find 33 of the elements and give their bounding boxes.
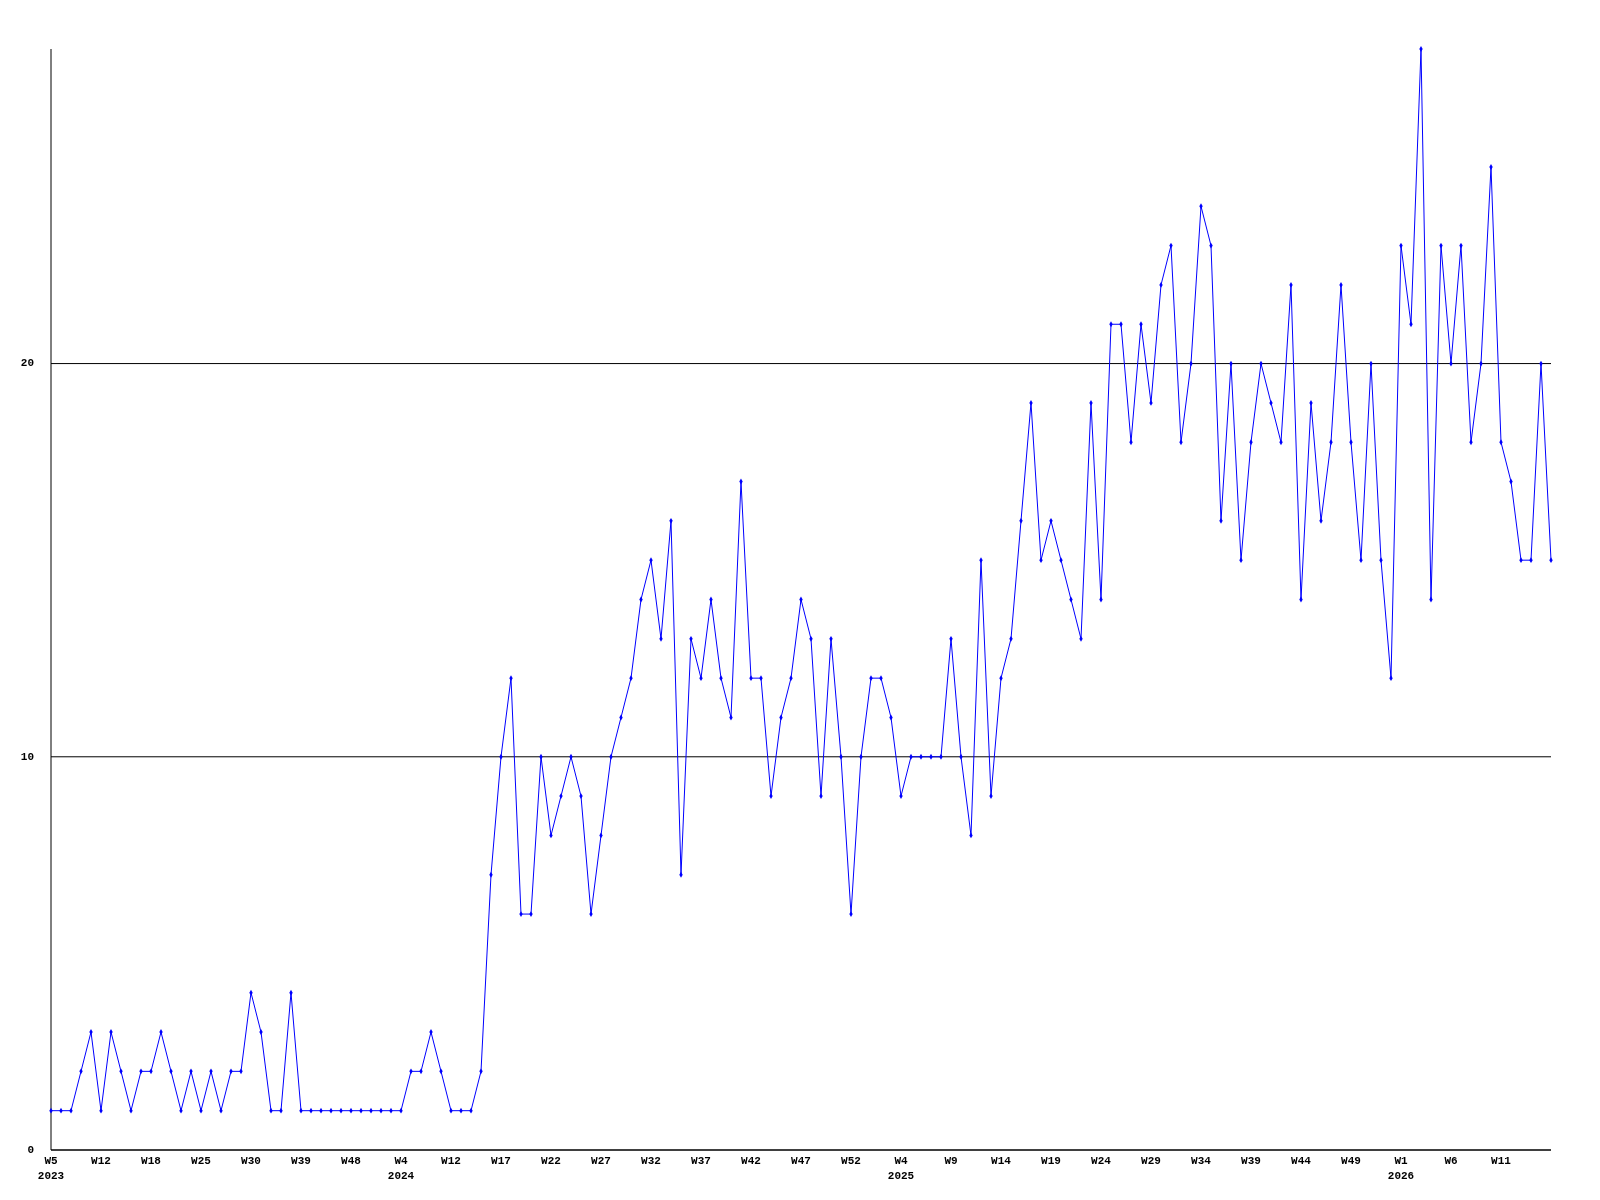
- x-tick-label: W9: [944, 1155, 958, 1167]
- x-tick-label: W39: [291, 1155, 311, 1167]
- x-tick-label: W48: [341, 1155, 362, 1167]
- y-tick-label: 0: [27, 1143, 34, 1156]
- x-tick-label: W30: [241, 1155, 261, 1167]
- x-tick-label: W6: [1444, 1155, 1458, 1167]
- x-tick-label: W25: [191, 1155, 212, 1167]
- x-tick-label: W37: [691, 1155, 711, 1167]
- x-tick-label: W22: [541, 1155, 561, 1167]
- x-tick-label: W11: [1491, 1155, 1512, 1167]
- x-tick-label: W19: [1041, 1155, 1061, 1167]
- x-tick-label: W32: [641, 1155, 661, 1167]
- x-tick-label: W52: [841, 1155, 861, 1167]
- x-tick-label: W12: [91, 1155, 111, 1167]
- x-tick-label: W12: [441, 1155, 461, 1167]
- x-tick-label: W5 2023: [37, 1155, 65, 1182]
- x-tick-label: W18: [141, 1155, 162, 1167]
- x-tick-label: W1 2026: [1387, 1155, 1415, 1182]
- x-tick-label: W17: [491, 1155, 511, 1167]
- x-tick-label: W44: [1291, 1155, 1312, 1167]
- x-tick-label: W49: [1341, 1155, 1361, 1167]
- x-tick-label: W4 2024: [387, 1155, 415, 1182]
- x-tick-label: W29: [1141, 1155, 1161, 1167]
- x-tick-label: W24: [1091, 1155, 1112, 1167]
- x-tick-label: W39: [1241, 1155, 1261, 1167]
- x-tick-label: W42: [741, 1155, 761, 1167]
- y-tick-label: 20: [20, 357, 34, 370]
- x-tick-label: W4 2025: [887, 1155, 915, 1182]
- x-tick-label: W14: [991, 1155, 1012, 1167]
- x-tick-label: W34: [1191, 1155, 1212, 1167]
- y-tick-label: 10: [20, 750, 34, 763]
- x-tick-label: W47: [791, 1155, 811, 1167]
- x-tick-label: W27: [591, 1155, 611, 1167]
